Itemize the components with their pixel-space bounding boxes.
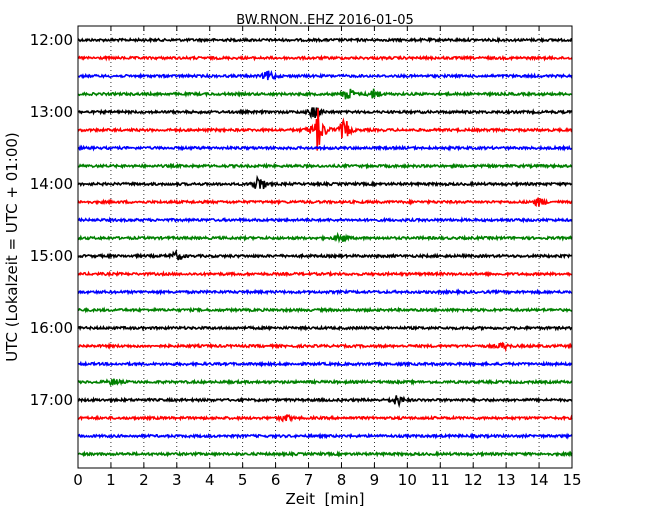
traces <box>77 36 573 458</box>
seismic-trace <box>77 107 573 120</box>
seismic-trace <box>77 69 573 81</box>
seismic-trace <box>77 270 573 278</box>
y-tick-label: 16:00 <box>30 319 73 337</box>
x-tick-label: 6 <box>271 471 281 489</box>
seismic-trace <box>77 360 573 368</box>
x-tick-label: 5 <box>238 471 248 489</box>
x-tick-label: 11 <box>431 471 450 489</box>
seismic-trace <box>77 414 573 423</box>
x-tick-label: 0 <box>73 471 83 489</box>
y-axis-ticks: 12:00 13:00 14:00 15:00 16:00 17:00 <box>30 31 572 409</box>
seismic-trace <box>77 88 573 100</box>
seismic-trace <box>77 395 573 409</box>
x-tick-label: 12 <box>464 471 483 489</box>
seismic-trace <box>77 324 573 332</box>
plot-frame <box>77 25 573 469</box>
y-axis-label: UTC (Lokalzeit = UTC + 01:00) <box>3 132 21 362</box>
y-tick-label: 13:00 <box>30 103 73 121</box>
seismic-trace <box>77 54 573 62</box>
x-tick-label: 7 <box>304 471 314 489</box>
y-tick-label: 15:00 <box>30 247 73 265</box>
x-tick-label: 2 <box>139 471 149 489</box>
seismic-trace <box>77 144 573 152</box>
x-tick-label: 10 <box>398 471 417 489</box>
x-tick-label: 14 <box>530 471 549 489</box>
x-tick-label: 8 <box>337 471 347 489</box>
x-axis-ticks: 0 1 2 3 4 5 6 7 8 9 10 11 12 13 14 15 <box>73 26 582 489</box>
y-tick-label: 17:00 <box>30 391 73 409</box>
x-tick-label: 13 <box>497 471 516 489</box>
seismic-trace <box>77 231 573 244</box>
seismic-trace <box>77 174 573 190</box>
chart-title: BW.RNON..EHZ 2016-01-05 <box>236 13 414 28</box>
y-tick-label: 12:00 <box>30 31 73 49</box>
seismic-trace <box>77 288 573 296</box>
seismic-trace <box>77 216 573 224</box>
y-tick-label: 14:00 <box>30 175 73 193</box>
x-tick-label: 15 <box>562 471 581 489</box>
seismic-trace <box>77 108 573 151</box>
grid-lines <box>110 26 540 468</box>
x-tick-label: 4 <box>205 471 215 489</box>
seismic-trace <box>77 197 573 207</box>
x-axis-label: Zeit [min] <box>285 490 364 508</box>
seismic-trace <box>77 248 573 261</box>
seismic-trace <box>77 306 573 314</box>
x-tick-label: 9 <box>370 471 380 489</box>
seismic-trace <box>77 378 573 387</box>
seismic-trace <box>77 432 573 440</box>
x-tick-label: 1 <box>106 471 116 489</box>
seismic-trace <box>77 162 573 170</box>
seismic-trace <box>77 450 573 458</box>
seismic-trace <box>77 341 573 353</box>
seismic-trace <box>77 36 573 44</box>
x-tick-label: 3 <box>172 471 182 489</box>
